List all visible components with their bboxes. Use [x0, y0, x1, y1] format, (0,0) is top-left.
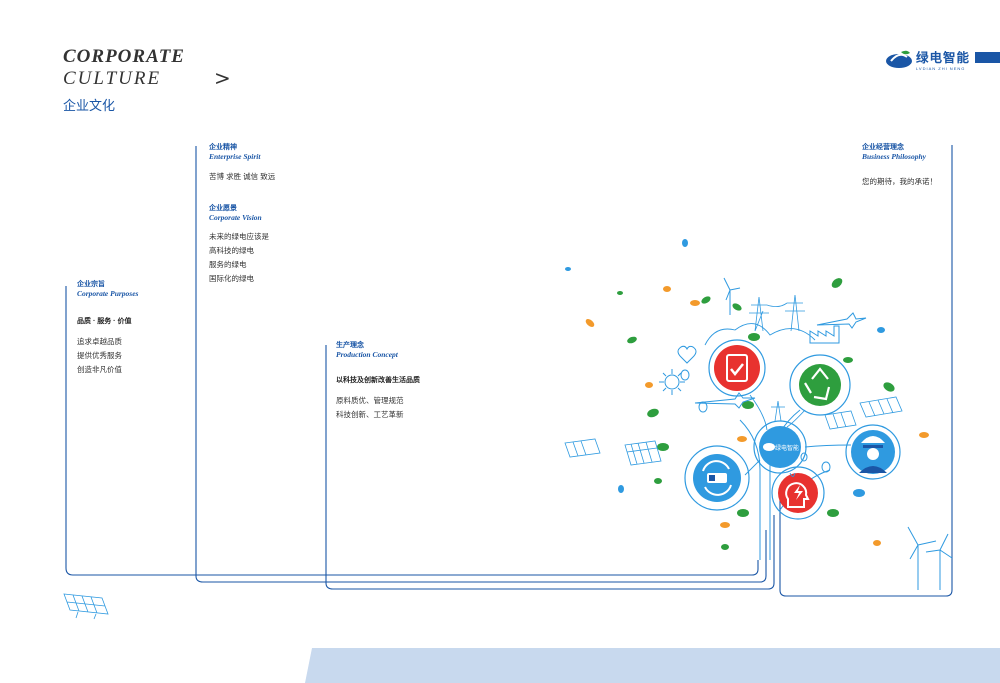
- purpose-line: 提供优秀服务: [77, 351, 122, 360]
- section-business-philosophy: 企业经营理念 Business Philosophy 您的期待，我的承诺！: [862, 142, 937, 189]
- airplane-icon: [816, 312, 867, 329]
- section-text: 您的期待，我的承诺！: [862, 177, 937, 186]
- section-motto: 品质 · 服务 · 价值: [77, 318, 132, 325]
- production-line: 原料质优、管理规范: [336, 396, 404, 405]
- purpose-line: 创造非凡价值: [77, 365, 122, 374]
- section-title-cn: 生产理念: [336, 342, 364, 349]
- section-text: 苦博 求胜 诚信 致远: [209, 172, 276, 181]
- chevron-right-icon: >: [214, 66, 231, 90]
- factory-icon: [809, 325, 840, 344]
- purpose-line: 追求卓越品质: [77, 337, 122, 346]
- solar-panel-icon: [564, 396, 903, 466]
- page-title-line2: CULTURE: [63, 68, 162, 89]
- green-tech-illustration: 绿电智能: [564, 239, 953, 590]
- power-pylon-icon: [749, 294, 805, 422]
- header-accent-bar: [975, 52, 1000, 63]
- heart-icon: [677, 345, 697, 364]
- leaf-decorations-icon: [565, 239, 929, 550]
- vision-line: 国际化的绿电: [209, 274, 254, 283]
- section-motto: 以科技及创新改善生活品质: [336, 377, 420, 384]
- bottom-decorative-band: [305, 648, 1000, 683]
- section-title-en: Corporate Vision: [209, 213, 262, 222]
- sun-icon: [659, 369, 685, 395]
- page-title-cn: 企业文化: [63, 98, 116, 113]
- section-title-cn: 企业愿景: [209, 205, 237, 212]
- production-line: 科技创新、工艺革新: [336, 410, 404, 419]
- section-title-en: Enterprise Spirit: [209, 152, 261, 161]
- battery-icon: [684, 445, 750, 511]
- vision-line: 未来的绿电应该是: [209, 232, 269, 241]
- vision-line: 高科技的绿电: [209, 246, 254, 255]
- center-logo-badge: 绿电智能: [753, 420, 807, 474]
- lightning-head-icon: [771, 466, 825, 520]
- logo-name-en: LVDIAN ZHI NENG: [915, 66, 966, 71]
- brand-logo: 绿电智能 LVDIAN ZHI NENG: [885, 47, 970, 71]
- logo-name-cn: 绿电智能: [915, 51, 970, 65]
- solar-panel-icon: [63, 593, 109, 620]
- section-title-en: Production Concept: [336, 350, 398, 359]
- section-title-en: Business Philosophy: [862, 152, 926, 161]
- airplane-icon: [694, 392, 756, 409]
- tablet-check-icon: [708, 339, 766, 397]
- section-enterprise-spirit: 企业精神 Enterprise Spirit 苦博 求胜 诚信 致远: [209, 142, 275, 184]
- section-corporate-purposes: 企业宗旨 Corporate Purposes 品质 · 服务 · 价值 追求卓…: [77, 279, 138, 377]
- recycle-icon: [789, 354, 851, 416]
- page-title-line1: CORPORATE: [63, 46, 185, 67]
- section-production-concept: 生产理念 Production Concept 以科技及创新改善生活品质 原料质…: [336, 340, 420, 422]
- section-title-cn: 企业宗旨: [77, 281, 105, 288]
- center-badge-label: 绿电智能: [775, 444, 799, 452]
- section-corporate-vision: 企业愿景 Corporate Vision 未来的绿电应该是 高科技的绿电 服务…: [209, 203, 269, 286]
- vision-line: 服务的绿电: [209, 260, 247, 269]
- worker-icon: [845, 424, 901, 480]
- section-title-cn: 企业经营理念: [862, 144, 904, 151]
- section-title-cn: 企业精神: [209, 144, 237, 151]
- wind-turbine-icon: [723, 277, 953, 590]
- section-title-en: Corporate Purposes: [77, 289, 139, 298]
- leaf-logo-icon: [885, 50, 912, 68]
